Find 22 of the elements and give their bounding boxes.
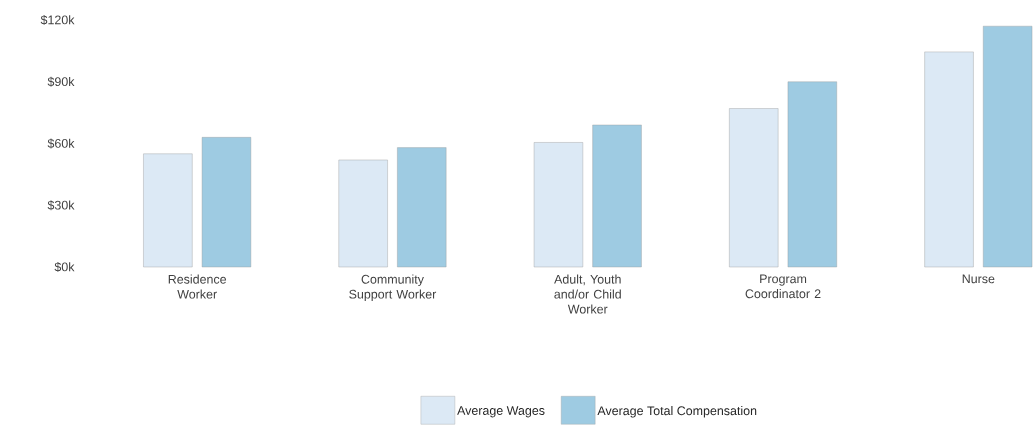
legend-label: Average Total Compensation [597, 405, 757, 418]
y-tick-label: $60k [47, 138, 75, 149]
bar [924, 51, 974, 268]
bar [729, 108, 779, 268]
legend-label: Average Wages [457, 406, 545, 418]
x-tick-label: Community Support Worker [349, 274, 437, 302]
y-tick-label: $90k [47, 76, 75, 87]
x-tick-label: Nurse [962, 274, 995, 284]
bar [983, 25, 1033, 268]
x-tick-label: Residence Worker [168, 274, 227, 299]
bar [338, 159, 388, 268]
bar [787, 81, 837, 268]
y-tick-label: $0k [54, 261, 75, 273]
bar [592, 124, 642, 268]
y-tick-label: $30k [47, 200, 75, 211]
bar [397, 147, 447, 268]
x-tick-label: Adult, Youth and/or Child Worker [554, 274, 621, 314]
x-tick-label: Program Coordinator 2 [745, 274, 821, 299]
y-tick-label: $120k [40, 14, 75, 26]
bar [201, 137, 252, 268]
bar [143, 153, 193, 268]
bar [533, 142, 584, 268]
